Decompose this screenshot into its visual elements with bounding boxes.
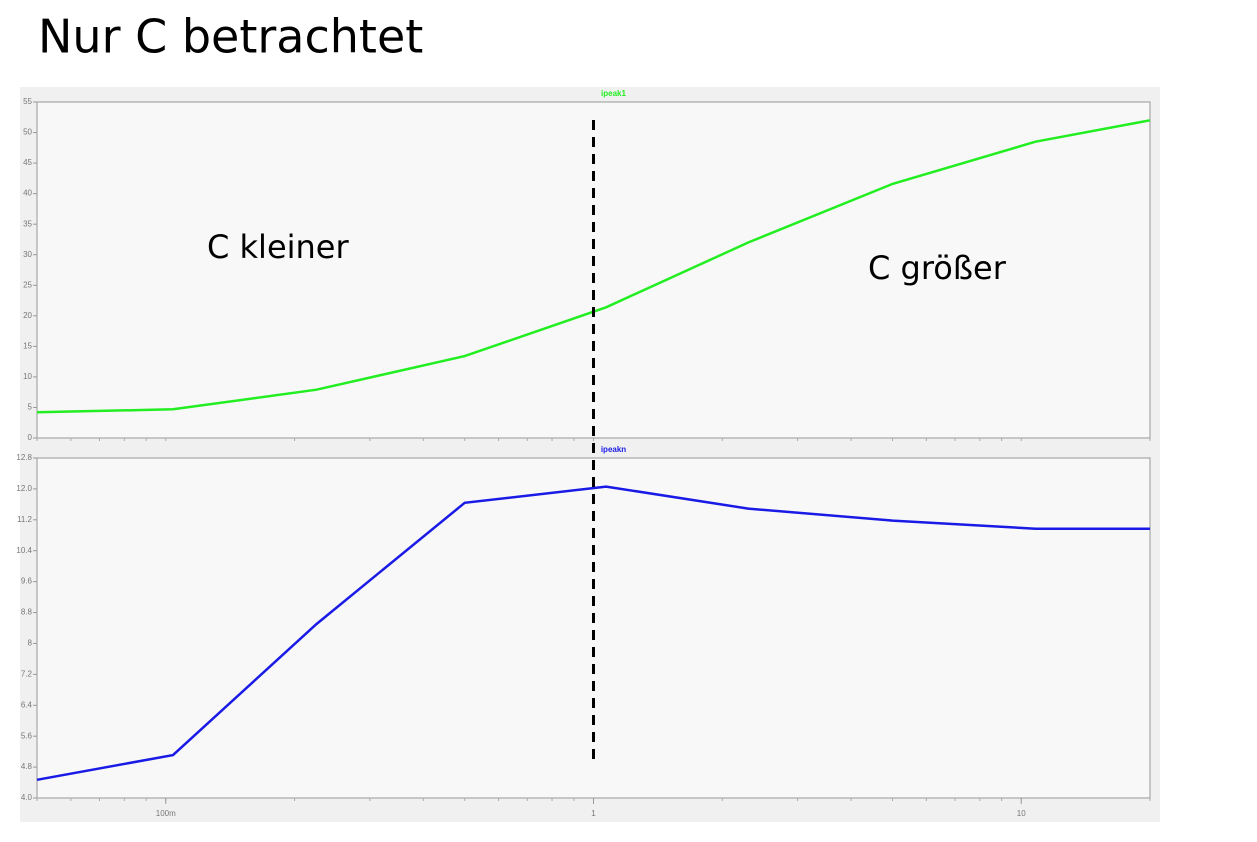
y-tick-label: 5.6	[21, 731, 33, 740]
y-tick-label: 8.8	[21, 608, 33, 617]
annotation: C kleiner	[207, 228, 349, 266]
y-tick-label: 50	[23, 128, 32, 137]
x-tick-label: 1	[591, 809, 596, 818]
y-tick-label: 55	[23, 97, 32, 106]
y-tick-label: 12.8	[16, 453, 32, 462]
y-tick-label: 7.2	[21, 669, 33, 678]
series-line	[36, 119, 1151, 414]
y-tick-label: 10	[23, 372, 32, 381]
y-tick-label: 0	[28, 433, 33, 442]
x-tick-label: 100m	[156, 809, 176, 818]
y-tick-label: 9.6	[21, 577, 33, 586]
y-tick-label: 45	[23, 158, 32, 167]
annotation: C größer	[868, 249, 1007, 287]
y-tick-label: 25	[23, 280, 32, 289]
y-tick-label: 4.0	[21, 793, 33, 802]
y-tick-label: 5	[28, 403, 33, 412]
series-label: ipeakn	[601, 445, 626, 454]
series-label: ipeak1	[601, 89, 626, 98]
y-tick-label: 11.2	[17, 515, 33, 524]
y-tick-label: 4.8	[21, 762, 33, 771]
series-line	[36, 485, 1150, 782]
y-tick-label: 15	[23, 341, 32, 350]
y-tick-label: 10.4	[16, 546, 32, 555]
plot-area	[36, 457, 1151, 799]
x-tick-label: 10	[1017, 809, 1026, 818]
y-tick-label: 35	[23, 219, 32, 228]
y-tick-label: 40	[23, 189, 32, 198]
slide-title: Nur C betrachtet	[38, 10, 423, 64]
y-tick-label: 12.0	[16, 484, 32, 493]
y-tick-label: 6.4	[21, 700, 33, 709]
y-tick-label: 30	[23, 250, 32, 259]
y-tick-label: 20	[23, 311, 32, 320]
y-tick-label: 8	[28, 639, 33, 648]
